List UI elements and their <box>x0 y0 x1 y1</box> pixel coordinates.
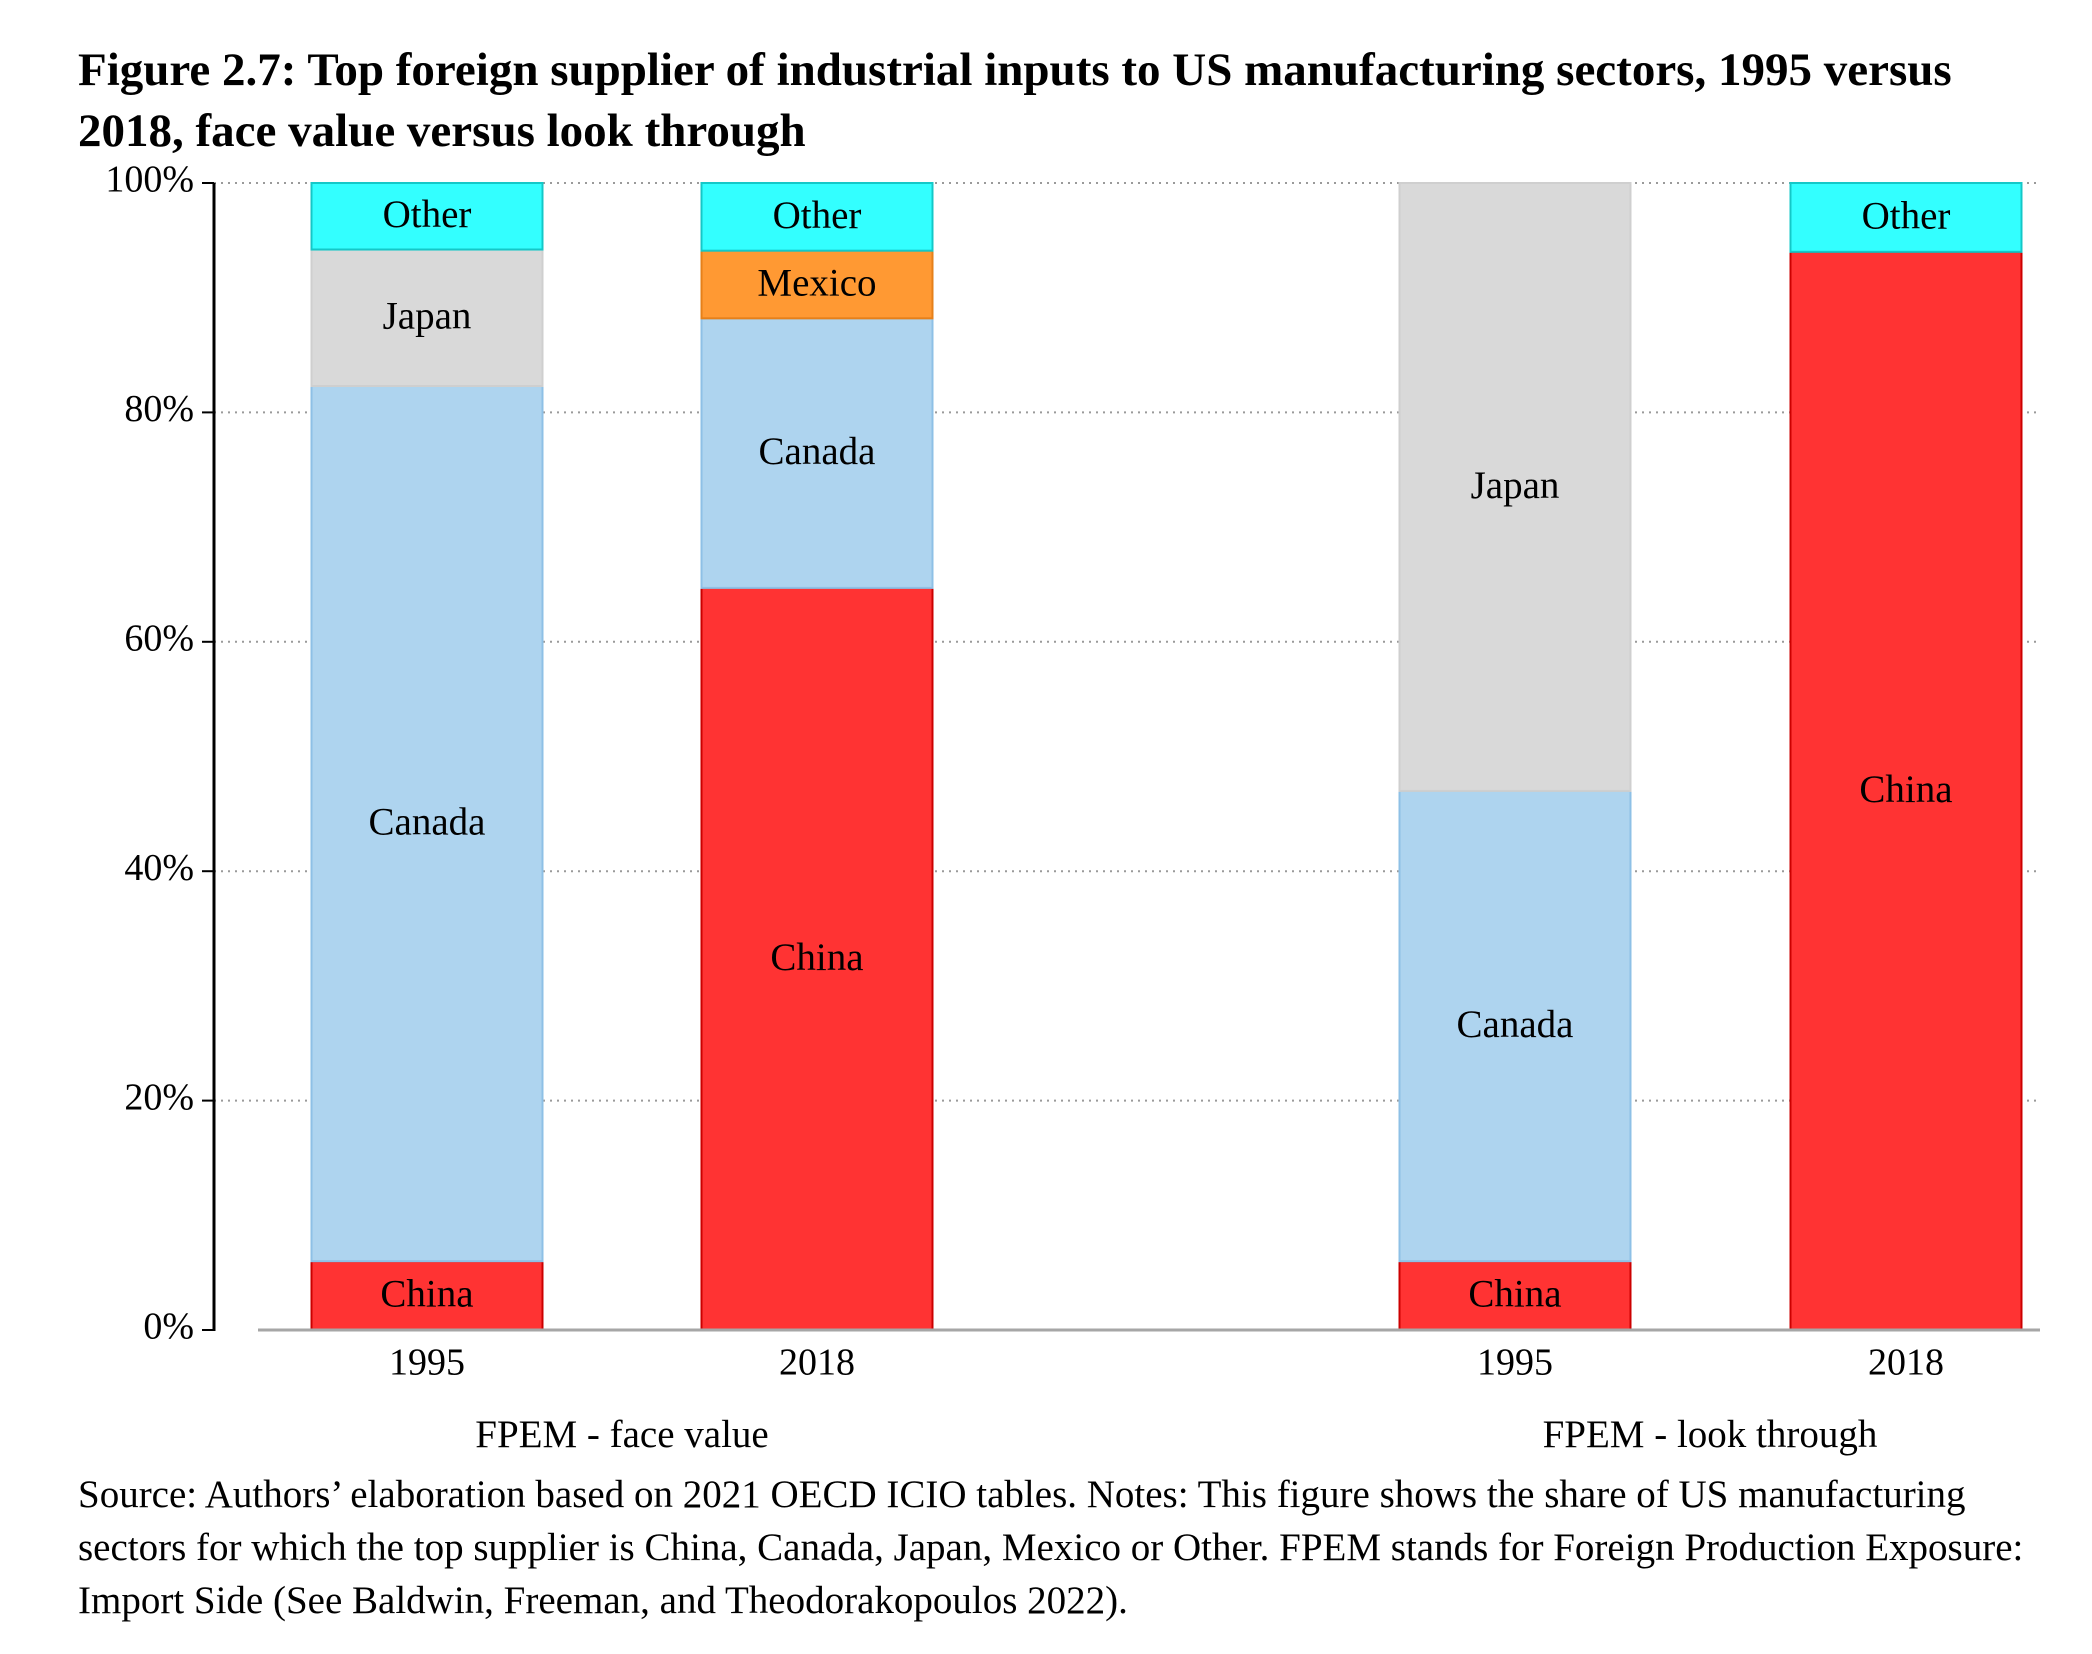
y-tick-label: 100% <box>105 159 194 201</box>
y-tick-label: 60% <box>124 618 194 660</box>
group-label: FPEM - look through <box>1543 1413 1878 1456</box>
bar-segment-china <box>310 1260 544 1332</box>
group-label: FPEM - face value <box>475 1413 769 1456</box>
bar-segment-other <box>1789 182 2023 253</box>
bar-segment-canada <box>700 317 934 589</box>
bar-segment-japan <box>1398 182 1632 792</box>
x-tick-label: 1995 <box>1477 1342 1553 1384</box>
segment-label: Mexico <box>757 261 876 304</box>
segment-label: Other <box>773 194 862 237</box>
x-tick-label: 2018 <box>1868 1342 1944 1384</box>
y-tick-label: 0% <box>143 1306 194 1348</box>
bar-segment-china <box>700 586 934 1331</box>
bar-segment-canada <box>310 385 544 1263</box>
segment-label: Other <box>383 193 472 236</box>
x-tick-label: 1995 <box>389 1342 465 1384</box>
segment-label: Canada <box>759 430 876 473</box>
chart-title: Figure 2.7: Top foreign supplier of indu… <box>78 44 1952 157</box>
bar-segment-other <box>700 182 934 252</box>
segment-label: Canada <box>369 801 486 844</box>
segment-label: Japan <box>1471 464 1560 507</box>
y-tick-label: 20% <box>124 1076 194 1118</box>
segment-label: Japan <box>383 295 472 338</box>
bar-segment-mexico <box>700 249 934 320</box>
bar-segment-other <box>310 182 544 251</box>
segment-label: Canada <box>1457 1003 1574 1046</box>
segment-label: China <box>770 936 863 979</box>
y-tick-label: 40% <box>124 847 194 889</box>
segment-label: China <box>1859 768 1952 811</box>
segment-label: China <box>1468 1273 1561 1316</box>
bar-segment-canada <box>1398 789 1632 1263</box>
source-note: Source: Authors’ elaboration based on 20… <box>78 1473 2024 1622</box>
segment-label: China <box>380 1273 473 1316</box>
bar-segment-china <box>1789 250 2023 1332</box>
x-tick-label: 2018 <box>779 1342 855 1384</box>
segment-label: Other <box>1862 194 1951 237</box>
y-tick-label: 80% <box>124 388 194 430</box>
